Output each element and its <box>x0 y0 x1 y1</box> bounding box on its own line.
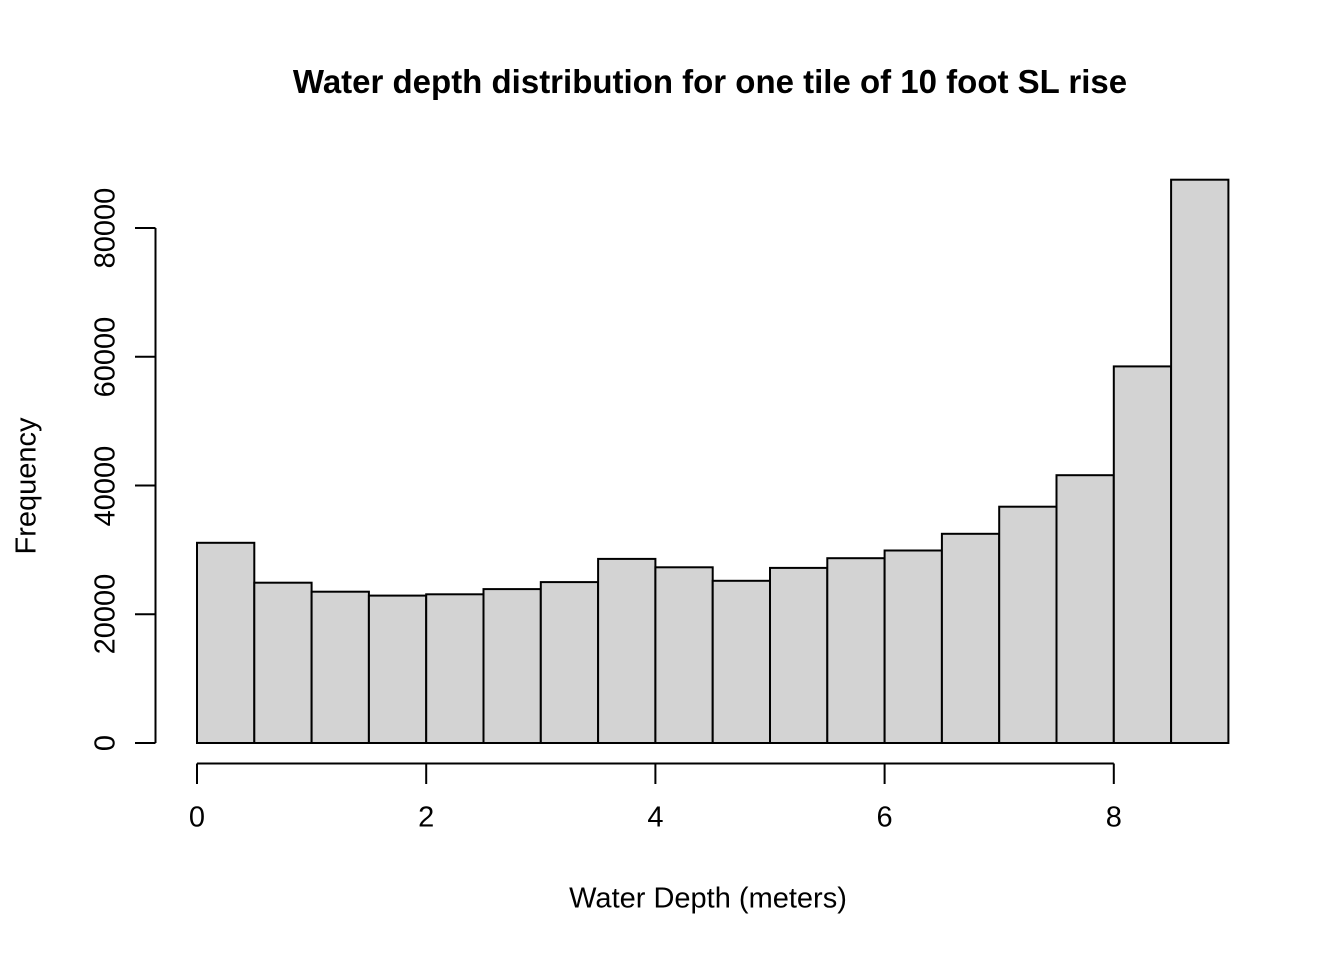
histogram-bar <box>253 581 313 745</box>
histogram-bar <box>1055 474 1115 744</box>
histogram-bar <box>826 557 886 745</box>
x-tick-label: 2 <box>418 801 435 834</box>
x-tick-label: 4 <box>647 801 664 834</box>
x-axis-label: Water Depth (meters) <box>569 882 847 915</box>
histogram-bar <box>769 566 829 745</box>
axes-group <box>135 227 1115 784</box>
y-tick-label: 40000 <box>89 445 122 526</box>
histogram-bar <box>597 557 657 745</box>
histogram-bar <box>654 566 714 744</box>
histogram-bar <box>196 541 256 744</box>
y-axis-label: Frequency <box>10 417 43 555</box>
y-tick-label: 60000 <box>89 316 122 398</box>
histogram-bar <box>940 532 1001 744</box>
y-tick-label: 20000 <box>89 573 122 655</box>
y-tick-label: 80000 <box>89 187 122 269</box>
x-tick-label: 0 <box>188 801 206 834</box>
histogram-bar <box>883 549 943 744</box>
bars-group <box>196 178 1230 745</box>
histogram-bar <box>1112 365 1173 744</box>
histogram-bar <box>310 590 370 745</box>
histogram-bar <box>1170 178 1230 744</box>
histogram-bar <box>482 588 542 744</box>
histogram-bar <box>367 594 428 744</box>
histogram-bar <box>425 593 485 744</box>
chart-title: Water depth distribution for one tile of… <box>292 63 1128 100</box>
x-tick-label: 6 <box>876 801 893 834</box>
histogram-bar <box>539 581 600 744</box>
histogram-bar <box>998 505 1058 745</box>
y-tick-label: 0 <box>89 734 122 752</box>
histogram-bar <box>711 579 772 744</box>
x-tick-label: 8 <box>1105 801 1122 834</box>
